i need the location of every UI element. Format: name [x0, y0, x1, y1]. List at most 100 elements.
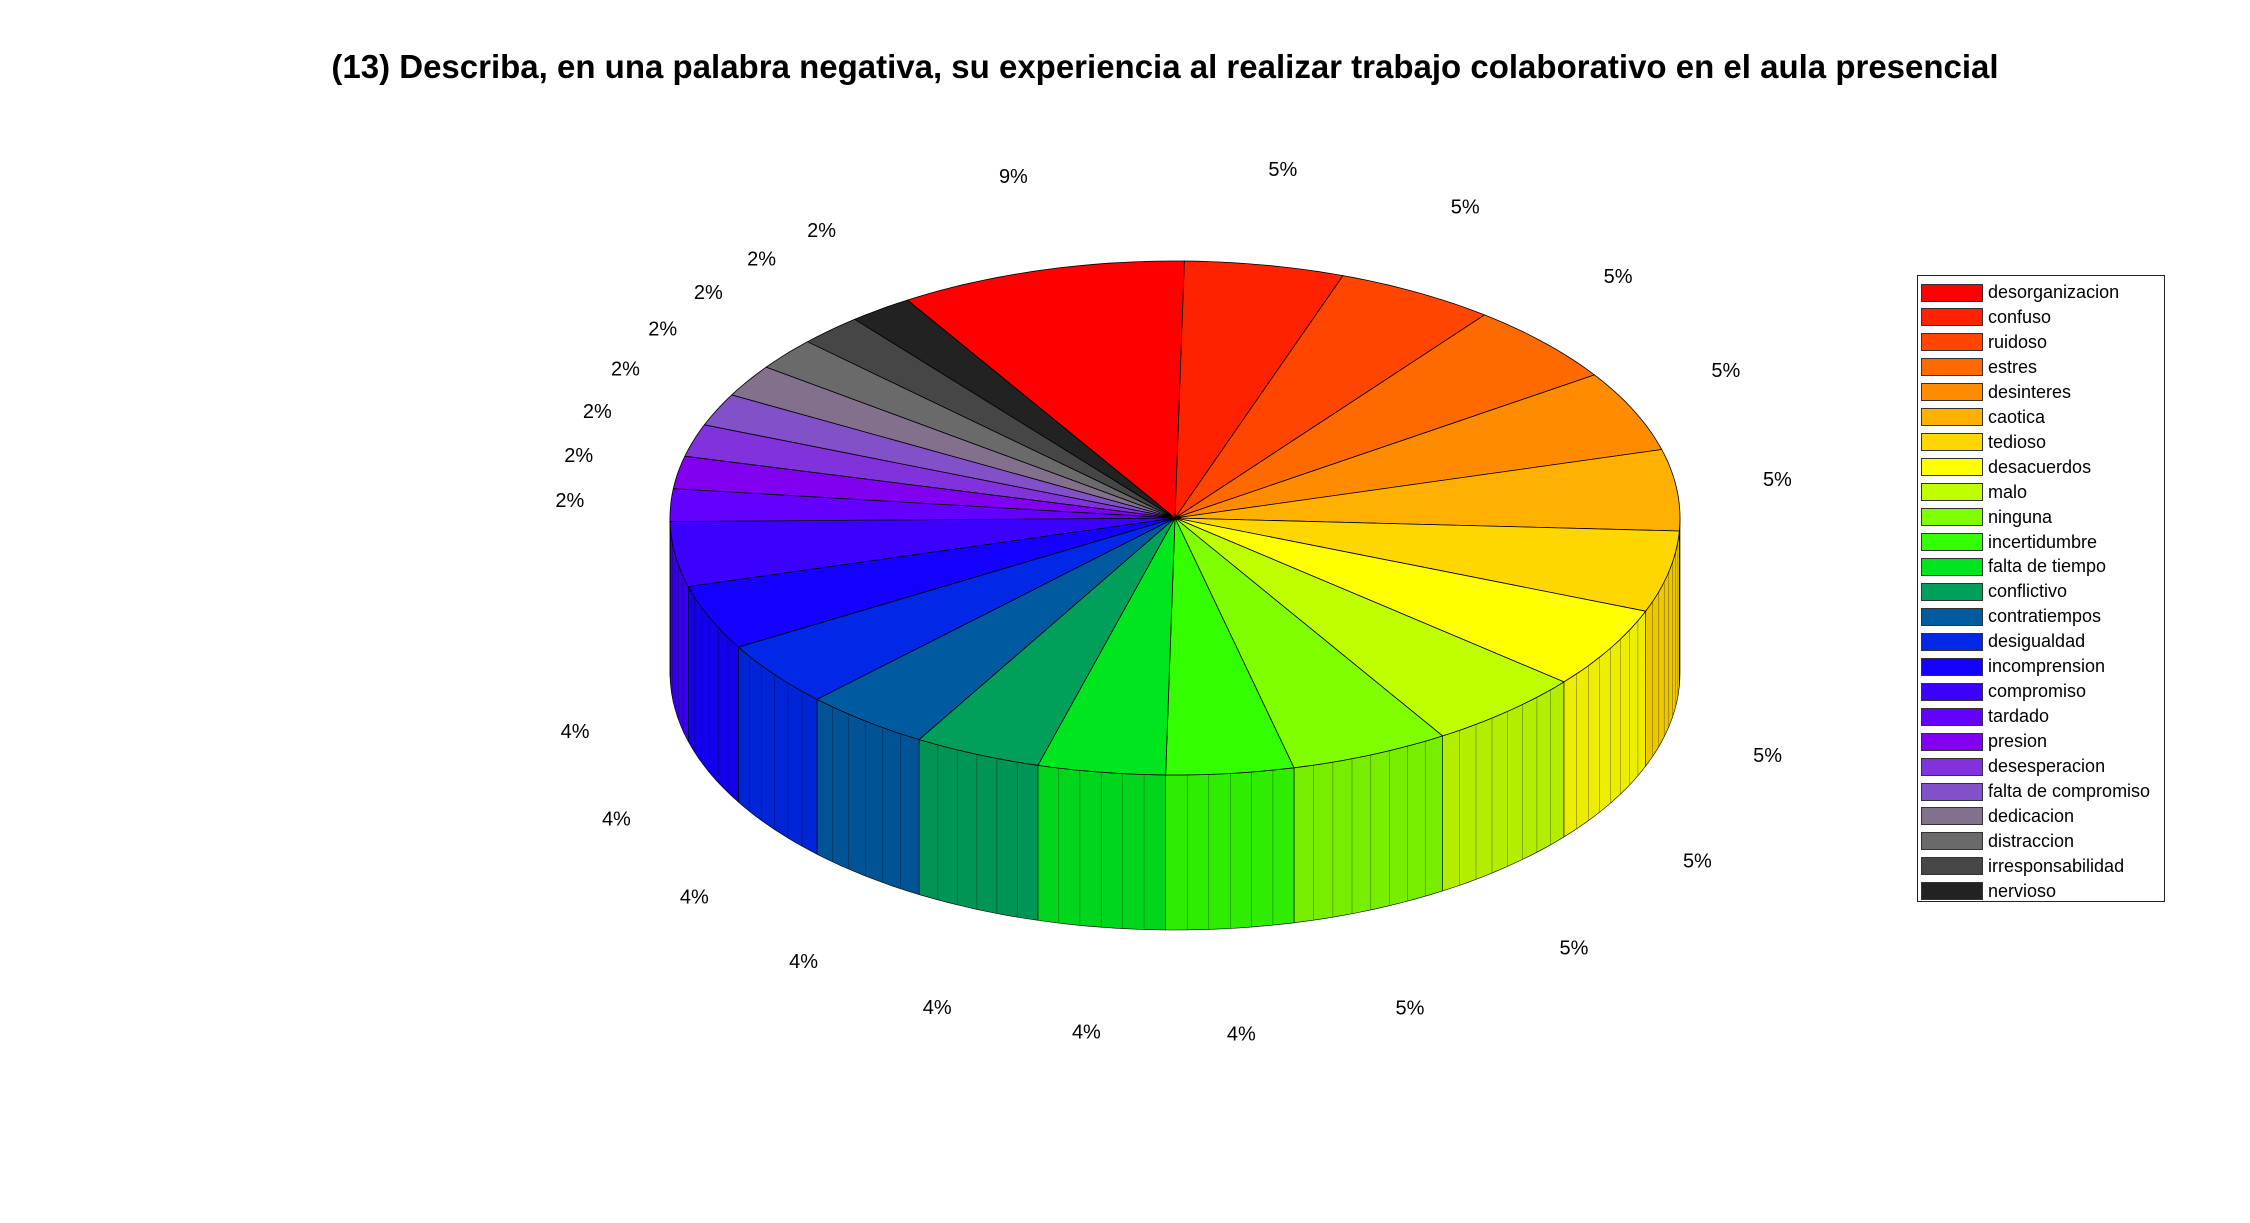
legend-label: dedicacion [1988, 805, 2075, 826]
legend-item-desacuerdos: desacuerdos [1921, 455, 2091, 480]
legend-label: malo [1988, 481, 2028, 502]
pct-label-incomprension: 4% [602, 808, 631, 830]
pct-label-nervioso: 2% [807, 220, 836, 242]
pie-slice-distraccion [765, 341, 1176, 519]
pie-side-incertidumbre [1165, 767, 1295, 931]
legend-label: conflictivo [1988, 581, 2068, 602]
pie-slice-estres [1174, 314, 1595, 519]
legend-item-estres: estres [1921, 355, 2037, 380]
pie-slice-tedioso [1174, 517, 1680, 612]
legend-label: ninguna [1988, 506, 2053, 527]
legend: desorganizacion confuso ruidoso estres desin… [1917, 275, 2165, 902]
legend-label: tardado [1988, 706, 2050, 727]
pie-slice-nervioso [854, 299, 1176, 519]
legend-swatch [1921, 707, 1983, 726]
legend-swatch [1921, 582, 1983, 601]
pie-slice-contratiempos [816, 517, 1176, 740]
legend-swatch [1921, 632, 1983, 651]
pie-side-falta-de-tiempo [1037, 764, 1166, 931]
pct-label-ruidoso: 5% [1451, 197, 1480, 219]
legend-swatch [1921, 458, 1983, 477]
legend-label: incomprension [1988, 656, 2106, 677]
pct-label-contratiempos: 4% [789, 951, 818, 973]
pct-label-distraccion: 2% [694, 282, 723, 304]
pct-label-desacuerdos: 5% [1683, 851, 1712, 873]
pie-slice-irresponsabilidad [807, 318, 1176, 519]
legend-item-desigualdad: desigualdad [1921, 629, 2085, 654]
legend-label: compromiso [1988, 681, 2087, 702]
pct-label-confuso: 5% [1268, 159, 1297, 181]
legend-item-desesperacion: desesperacion [1921, 754, 2105, 779]
legend-item-presion: presion [1921, 729, 2047, 754]
pie-slice-caotica [1174, 449, 1681, 532]
pie-slice-falta-de-compromiso [704, 394, 1176, 519]
legend-item-ninguna: ninguna [1921, 505, 2052, 530]
pie-slice-desorganizacion [907, 260, 1185, 519]
pct-label-compromiso: 4% [561, 721, 590, 743]
legend-item-dedicacion: dedicacion [1921, 804, 2074, 829]
legend-swatch [1921, 832, 1983, 851]
legend-label: caotica [1988, 406, 2046, 427]
legend-swatch [1921, 333, 1983, 352]
legend-label: contratiempos [1988, 606, 2102, 627]
legend-swatch [1921, 283, 1983, 302]
pct-label-desesperacion: 2% [583, 401, 612, 423]
legend-swatch [1921, 882, 1983, 901]
pct-label-irresponsabilidad: 2% [747, 249, 776, 271]
pie-slice-incertidumbre [1165, 517, 1295, 776]
legend-item-caotica: caotica [1921, 405, 2045, 430]
pie-side-conflictivo [918, 739, 1039, 921]
pie-slice-compromiso [669, 517, 1176, 587]
pct-label-conflictivo: 4% [923, 997, 952, 1019]
legend-label: desinteres [1988, 381, 2072, 402]
legend-label: incertidumbre [1988, 531, 2098, 552]
legend-label: desorganizacion [1988, 282, 2120, 302]
pie-slice-incomprension [687, 517, 1176, 648]
legend-label: desesperacion [1988, 756, 2106, 777]
pie-slice-conflictivo [918, 517, 1176, 766]
pct-label-malo: 5% [1560, 938, 1589, 960]
legend-swatch [1921, 433, 1983, 452]
legend-item-malo: malo [1921, 480, 2027, 505]
legend-swatch [1921, 607, 1983, 626]
legend-item-falta-de-compromiso: falta de compromiso [1921, 779, 2150, 804]
legend-item-distraccion: distraccion [1921, 829, 2074, 854]
legend-item-ruidoso: ruidoso [1921, 330, 2047, 355]
legend-label: nervioso [1988, 880, 2057, 901]
legend-label: desacuerdos [1988, 456, 2092, 477]
pie-slice-tardado [669, 488, 1176, 522]
pct-label-dedicacion: 2% [648, 319, 677, 341]
pct-label-presion: 2% [564, 445, 593, 467]
legend-swatch [1921, 857, 1983, 876]
pct-label-tedioso: 5% [1753, 745, 1782, 767]
pct-label-desorganizacion: 9% [999, 166, 1028, 188]
legend-item-falta-de-tiempo: falta de tiempo [1921, 554, 2106, 579]
pie-slice-ruidoso [1174, 275, 1485, 519]
legend-swatch [1921, 557, 1983, 576]
pie-top-group [669, 260, 1681, 776]
legend-swatch [1921, 782, 1983, 801]
pct-label-desinteres: 5% [1711, 360, 1740, 382]
legend-item-conflictivo: conflictivo [1921, 579, 2067, 604]
legend-swatch [1921, 757, 1983, 776]
legend-label: estres [1988, 356, 2038, 377]
legend-label: irresponsabilidad [1988, 855, 2125, 876]
pie-label-group: 9% 5% 5% 5% 5% 5% 5% 5% 5% 5% 4% 4% 4% 4% 4% 4% 4% 2% 2% 2%… [555, 159, 1792, 1045]
legend-item-irresponsabilidad: irresponsabilidad [1921, 854, 2124, 879]
legend-item-incomprension: incomprension [1921, 654, 2105, 679]
pie-slice-malo [1174, 517, 1565, 737]
legend-item-desinteres: desinteres [1921, 380, 2071, 405]
pie-slice-falta-de-tiempo [1037, 517, 1176, 776]
pct-label-incertidumbre: 4% [1227, 1023, 1256, 1045]
pct-label-estres: 5% [1604, 266, 1633, 288]
legend-item-tedioso: tedioso [1921, 430, 2046, 455]
pct-label-ninguna: 5% [1396, 998, 1425, 1020]
legend-item-contratiempos: contratiempos [1921, 604, 2101, 629]
legend-item-desorganizacion: desorganizacion [1921, 280, 2119, 305]
legend-label: presion [1988, 731, 2048, 752]
legend-swatch [1921, 383, 1983, 402]
legend-item-compromiso: compromiso [1921, 679, 2086, 704]
legend-swatch [1921, 657, 1983, 676]
legend-label: falta de tiempo [1988, 556, 2107, 577]
legend-item-nervioso: nervioso [1921, 879, 2056, 904]
